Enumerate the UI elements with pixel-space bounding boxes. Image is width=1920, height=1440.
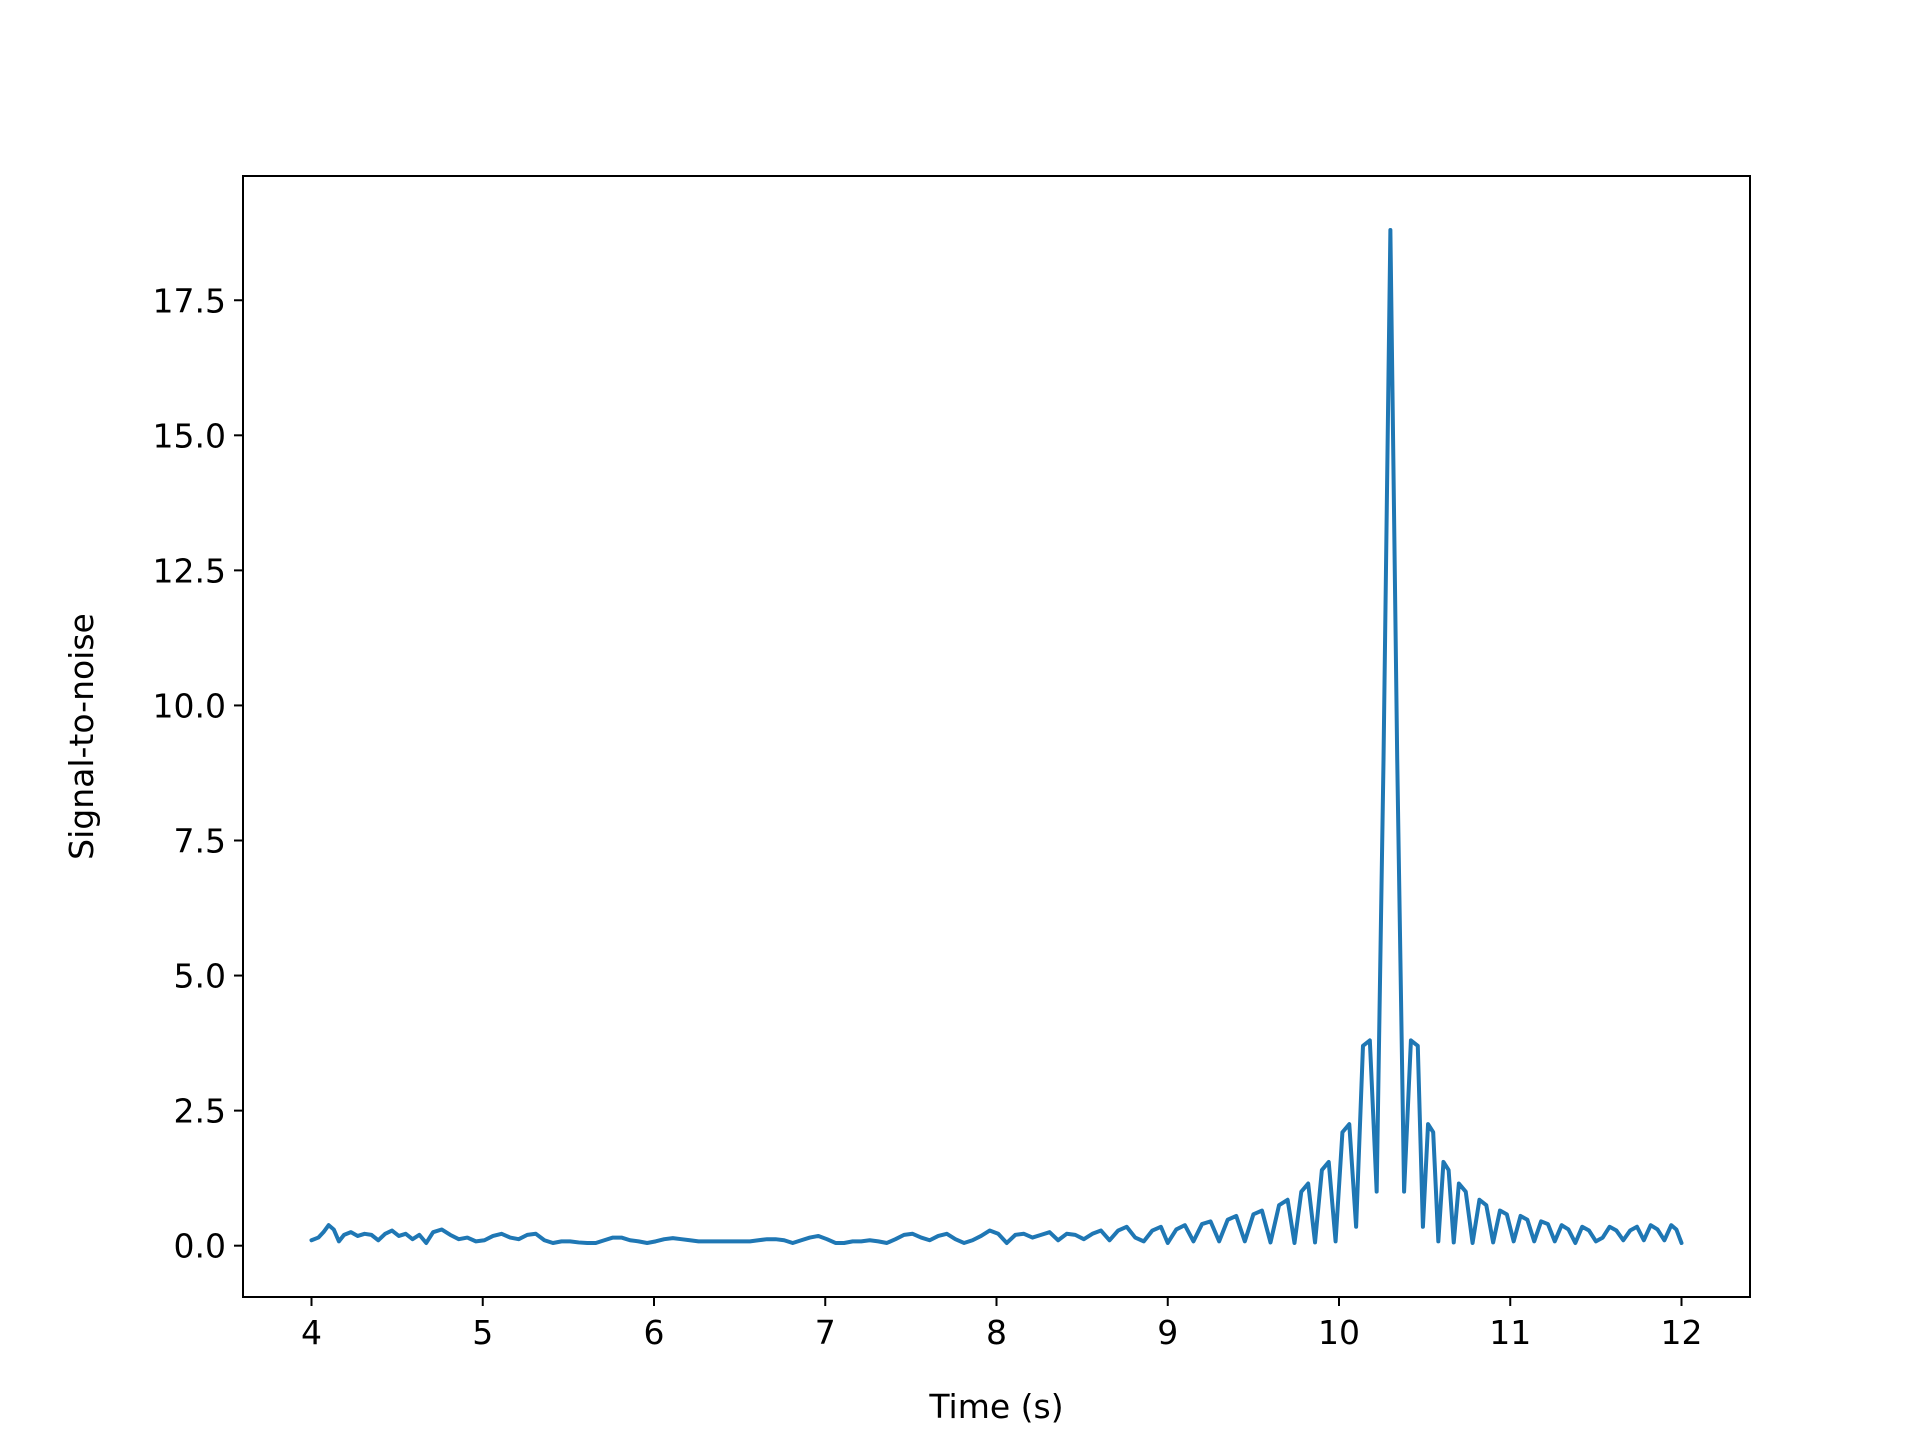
y-tick-label: 2.5 (174, 1092, 226, 1131)
y-tick-label: 7.5 (174, 821, 226, 860)
plot-layer (309, 228, 1684, 1245)
y-tick-label: 10.0 (153, 686, 226, 725)
y-tick-label: 15.0 (153, 416, 226, 455)
x-axis: 4 5 6 7 8 9 10 11 12 (301, 1297, 1703, 1352)
x-tick-label: 11 (1489, 1313, 1531, 1352)
series-line (309, 228, 1684, 1245)
y-tick-label: 17.5 (153, 281, 226, 320)
y-axis-label: Signal-to-noise (62, 613, 101, 860)
y-tick-label: 5.0 (174, 957, 226, 996)
y-tick-label: 0.0 (174, 1227, 226, 1266)
x-tick-label: 12 (1661, 1313, 1703, 1352)
x-tick-label: 7 (815, 1313, 836, 1352)
x-tick-label: 10 (1318, 1313, 1360, 1352)
y-axis: 0.0 2.5 5.0 7.5 10.0 12.5 15.0 17.5 (153, 281, 243, 1266)
x-tick-label: 4 (301, 1313, 322, 1352)
x-tick-label: 9 (1157, 1313, 1178, 1352)
x-tick-label: 5 (472, 1313, 493, 1352)
x-axis-label: Time (s) (928, 1387, 1063, 1426)
y-tick-label: 12.5 (153, 551, 226, 590)
x-tick-label: 8 (986, 1313, 1007, 1352)
x-tick-label: 6 (644, 1313, 665, 1352)
